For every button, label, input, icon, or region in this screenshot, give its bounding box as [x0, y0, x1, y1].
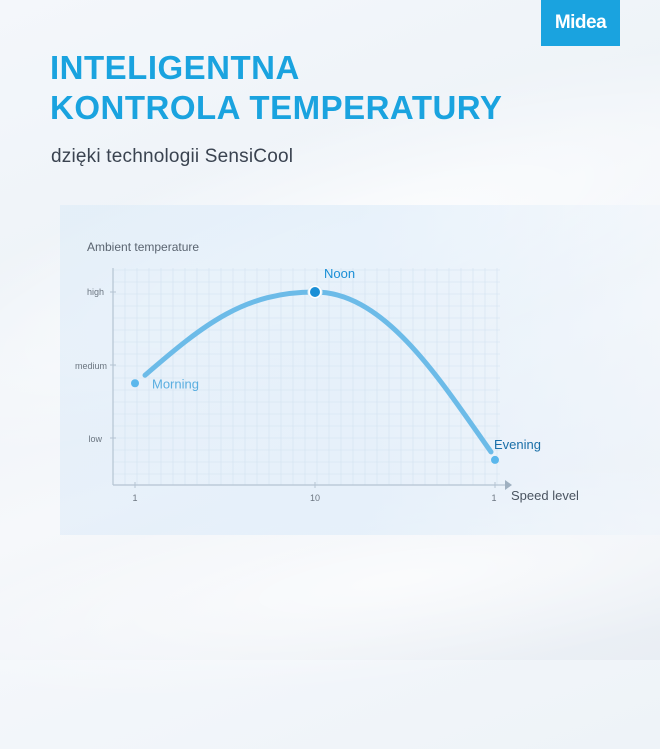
headline-line-1: INTELIGENTNA — [50, 49, 300, 86]
y-tick-label-medium: medium — [75, 361, 107, 371]
x-tick-label: 1 — [132, 493, 137, 503]
subtitle: dzięki technologii SensiCool — [51, 146, 294, 167]
midea-logo: Midea — [541, 0, 620, 46]
label-noon: Noon — [324, 266, 355, 281]
x-tick-label: 10 — [310, 493, 320, 503]
chart-grid — [110, 268, 500, 488]
headline-line-2: KONTROLA TEMPERATURY — [50, 89, 503, 126]
x-tick-label: 1 — [491, 493, 496, 503]
point-morning — [131, 379, 139, 388]
chart-panel — [60, 205, 660, 535]
label-evening: Evening — [494, 437, 541, 452]
point-evening — [491, 455, 499, 464]
point-noon — [310, 287, 320, 297]
x-axis-title: Speed level — [511, 488, 579, 503]
temperature-chart: Ambient temperature Speed level high med… — [75, 240, 579, 503]
y-tick-label-high: high — [87, 287, 104, 297]
label-morning: Morning — [152, 376, 199, 391]
y-tick-label-low: low — [88, 434, 102, 444]
x-axis-arrow-icon — [505, 480, 512, 490]
y-axis-title: Ambient temperature — [87, 240, 199, 254]
headline: INTELIGENTNA KONTROLA TEMPERATURY — [50, 48, 502, 128]
